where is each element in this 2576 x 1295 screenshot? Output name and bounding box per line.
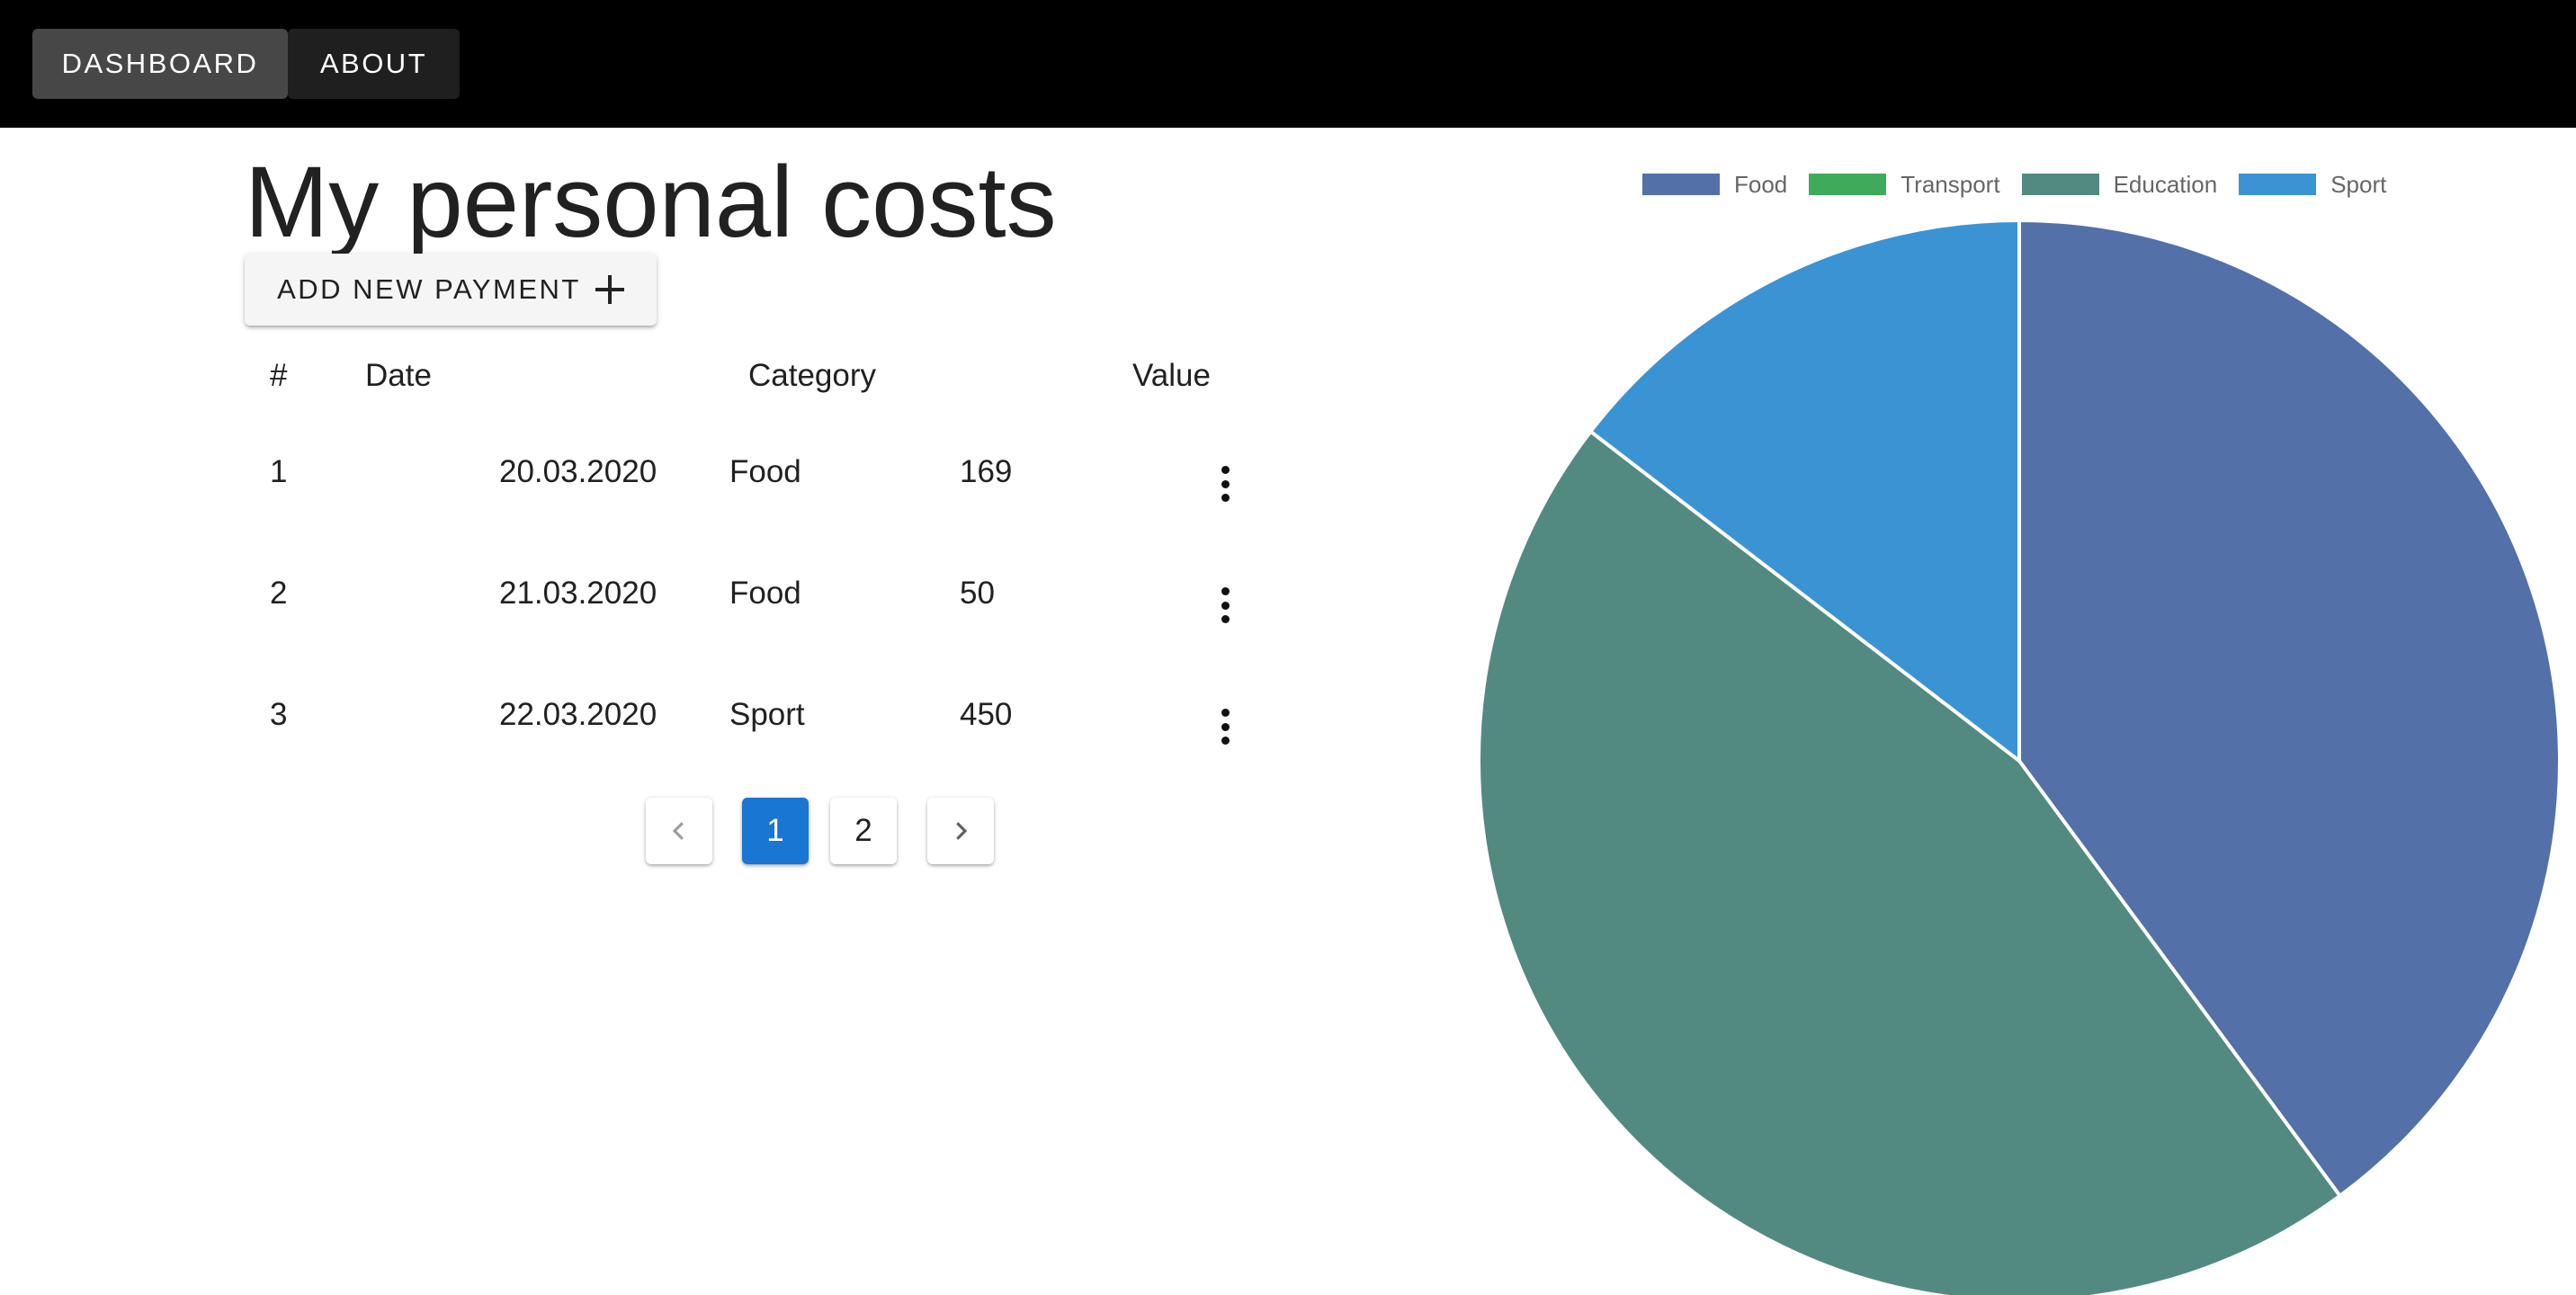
legend-swatch <box>2239 174 2317 195</box>
plus-icon <box>595 275 624 304</box>
chart-legend: Food Transport Education Sport <box>1642 169 2408 200</box>
top-app-bar: DASHBOARD ABOUT <box>0 0 2576 128</box>
row-date: 20.03.2020 <box>499 454 657 489</box>
row-category: Food <box>729 454 801 489</box>
row-value: 450 <box>960 697 1013 732</box>
row-value: 169 <box>960 454 1013 489</box>
legend-item-food[interactable]: Food <box>1642 171 1787 199</box>
page-title: My personal costs <box>245 146 1057 258</box>
pagination-page-2[interactable]: 2 <box>830 798 897 864</box>
legend-item-sport[interactable]: Sport <box>2239 171 2386 199</box>
legend-swatch <box>1809 174 1887 195</box>
row-more-icon[interactable] <box>1212 584 1238 627</box>
pagination-prev-button[interactable] <box>646 798 712 864</box>
legend-item-transport[interactable]: Transport <box>1809 170 2000 199</box>
nav-dashboard-button[interactable]: DASHBOARD <box>32 29 288 99</box>
legend-label: Food <box>1734 170 1788 198</box>
legend-label: Transport <box>1901 170 2000 198</box>
pagination-page-1[interactable]: 1 <box>742 798 809 864</box>
row-date: 21.03.2020 <box>499 576 657 611</box>
pie-slice-food[interactable] <box>2017 218 2562 1199</box>
row-category: Food <box>729 576 801 611</box>
chevron-left-icon <box>672 822 684 840</box>
row-more-icon[interactable] <box>1212 705 1238 748</box>
row-number: 3 <box>270 697 288 732</box>
row-category: Sport <box>729 697 805 732</box>
header-value: Value <box>1132 358 1211 393</box>
row-number: 2 <box>270 576 288 611</box>
row-date: 22.03.2020 <box>499 697 657 732</box>
header-date: Date <box>365 358 432 393</box>
header-number: # <box>270 358 288 393</box>
legend-item-education[interactable]: Education <box>2021 170 2218 199</box>
nav-about-button[interactable]: ABOUT <box>288 29 460 99</box>
header-category: Category <box>748 358 877 393</box>
legend-label: Sport <box>2330 170 2387 198</box>
pie-slice-education[interactable] <box>1477 428 2343 1295</box>
add-new-payment-label: ADD NEW PAYMENT <box>277 273 581 305</box>
legend-swatch <box>2021 174 2099 195</box>
add-new-payment-button[interactable]: ADD NEW PAYMENT <box>245 254 657 326</box>
legend-label: Education <box>2113 170 2218 198</box>
pie-slice-sport[interactable] <box>1588 218 2021 765</box>
chevron-right-icon <box>956 822 968 840</box>
row-value: 50 <box>960 576 995 611</box>
row-number: 1 <box>270 454 288 489</box>
legend-swatch <box>1642 174 1720 195</box>
row-more-icon[interactable] <box>1212 462 1238 505</box>
pagination-next-button[interactable] <box>927 798 994 864</box>
